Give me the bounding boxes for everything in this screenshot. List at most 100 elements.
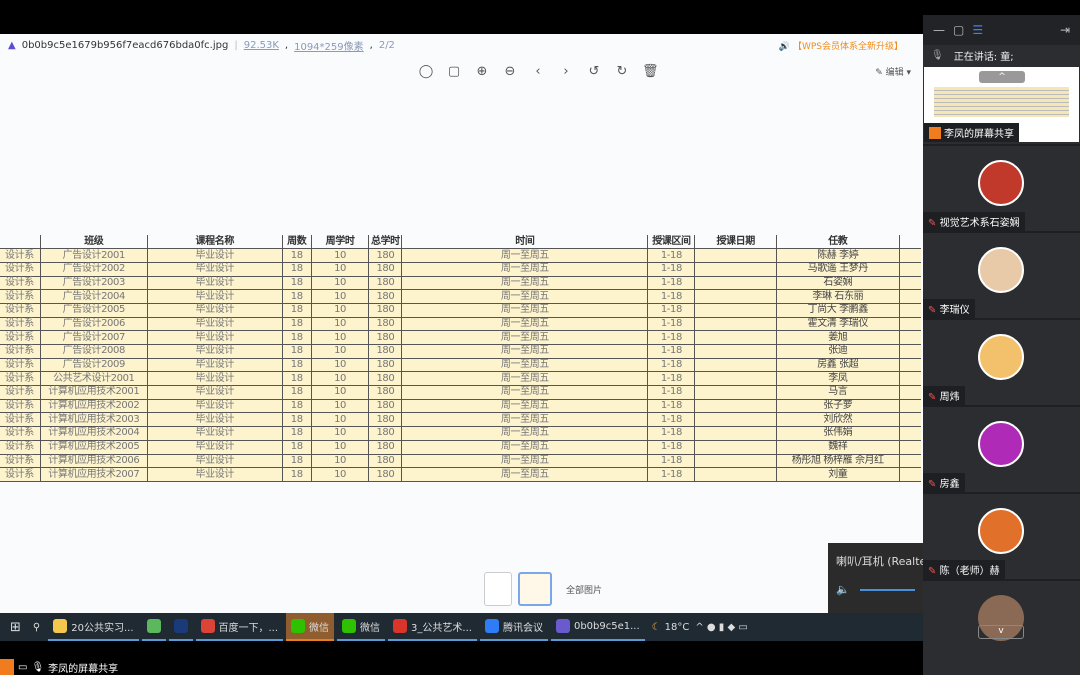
- participant-name-text: 李瑞仪: [939, 305, 970, 316]
- table-cell: 周一至周五: [401, 440, 648, 455]
- taskbar-item[interactable]: 3_公共艺术...: [388, 613, 477, 641]
- all-images-link[interactable]: 全部图片: [566, 585, 603, 596]
- table-cell: 设计系: [0, 426, 41, 441]
- table-cell: 马歌遥 王梦丹: [775, 262, 900, 277]
- table-cell: 10: [310, 440, 369, 455]
- chevron-up-icon[interactable]: ^: [979, 71, 1025, 83]
- mic-icon: 🎙: [31, 661, 45, 673]
- table-cell: 霍文清 李瑞仪: [775, 317, 900, 332]
- table-cell: 18: [281, 399, 312, 414]
- fit-screen-icon[interactable]: ▢: [447, 64, 461, 79]
- table-cell: [898, 330, 921, 345]
- table-cell: 张伟娟: [775, 426, 900, 441]
- collapse-panel-icon[interactable]: ⇥: [1059, 23, 1070, 37]
- volume-slider[interactable]: [859, 588, 915, 591]
- column-header: 课程名称: [146, 235, 283, 250]
- delete-icon[interactable]: 🗑: [642, 64, 659, 79]
- table-cell: 周一至周五: [401, 317, 648, 332]
- table-cell: [694, 440, 777, 455]
- table-cell: 丁尚大 李鹏鑫: [775, 303, 900, 318]
- speaker-icon[interactable]: 🔈: [836, 583, 850, 596]
- table-cell: 房鑫 张超: [775, 358, 900, 373]
- edit-button[interactable]: ✎ 编辑 ▾: [875, 68, 911, 78]
- taskbar-item[interactable]: 腾讯会议: [479, 613, 548, 641]
- user-icon: [0, 659, 14, 675]
- wps-promo-link[interactable]: 🔊 【WPS会员体系全新升级】: [778, 42, 903, 52]
- rotate-left-icon[interactable]: ↺: [588, 64, 600, 79]
- table-cell: [694, 276, 777, 291]
- column-header: 班级: [39, 235, 148, 250]
- table-cell: 10: [310, 289, 369, 304]
- thumbnail-2[interactable]: [518, 572, 552, 606]
- filename: 0b0b9c5e1679b956f7eacd676bda0fc.jpg: [21, 39, 229, 51]
- table-cell: 18: [281, 440, 312, 455]
- participant-tile[interactable]: ✎ 陈（老师）赫: [923, 492, 1080, 579]
- weather-temp: 18°C: [664, 621, 690, 633]
- table-cell: 1-18: [647, 371, 695, 387]
- taskbar-item[interactable]: 微信: [337, 613, 386, 641]
- file-size[interactable]: 92.53K: [243, 39, 279, 51]
- taskbar-item[interactable]: 微信: [286, 613, 335, 641]
- image-dimensions[interactable]: 1094*259像素: [294, 41, 364, 53]
- table-cell: 180: [368, 426, 402, 441]
- table-cell: 毕业设计: [146, 371, 283, 387]
- zoom-out-icon[interactable]: ⊖: [504, 64, 516, 79]
- table-cell: 10: [310, 467, 369, 482]
- mouse-icon[interactable]: ◯: [418, 64, 434, 79]
- avatar: [978, 595, 1024, 641]
- participant-tile[interactable]: ✎ 房鑫: [923, 405, 1080, 492]
- participant-tile[interactable]: ✎ 周炜: [923, 318, 1080, 405]
- table-cell: 周一至周五: [401, 248, 648, 263]
- mic-muted-icon: ✎: [928, 392, 937, 403]
- table-cell: [898, 412, 921, 428]
- taskbar-item[interactable]: 百度一下，...: [195, 613, 284, 641]
- schedule-table: 班级 课程名称 周数 周学时 总学时 时间 授课区间 授课日期 任教 设计系 广告设计2001 毕业…: [0, 235, 921, 482]
- table-cell: 设计系: [0, 344, 41, 359]
- table-cell: 计算机应用技术2005: [39, 440, 148, 455]
- table-row: 设计系 计算机应用技术2005 毕业设计 18 10 180 周一至周五 1-18 魏祥: [0, 440, 921, 455]
- table-cell: 180: [368, 412, 402, 428]
- thumbnail-1[interactable]: [484, 572, 512, 606]
- start-icon[interactable]: ⊞: [10, 619, 21, 635]
- taskbar-item[interactable]: 0b0b9c5e1...: [550, 613, 645, 641]
- participant-tile[interactable]: ✎ 李瑞仪: [923, 231, 1080, 318]
- search-icon[interactable]: ⚲: [32, 621, 41, 633]
- table-row: 设计系 广告设计2007 毕业设计 18 10 180 周一至周五 1-18 姜旭: [0, 330, 921, 345]
- table-cell: 毕业设计: [146, 426, 283, 441]
- table-cell: 马言: [775, 385, 900, 400]
- page-indicator: 2/2: [378, 39, 395, 51]
- column-header: [0, 235, 41, 250]
- table-cell: 毕业设计: [146, 358, 283, 373]
- table-cell: 刘童: [775, 467, 900, 482]
- minimize-icon[interactable]: —: [933, 23, 945, 37]
- table-cell: 毕业设计: [146, 330, 283, 345]
- next-icon[interactable]: ›: [563, 64, 569, 79]
- taskbar-item[interactable]: 20公共实习...: [48, 613, 139, 641]
- audio-device: 喇叭/耳机 (Realtek: [836, 555, 923, 568]
- screen-share-preview[interactable]: ^ 李凤的屏幕共享: [924, 67, 1079, 142]
- table-cell: 1-18: [647, 330, 695, 345]
- table-cell: 设计系: [0, 399, 41, 414]
- preview-share-text: 李凤的屏幕共享: [944, 129, 1014, 140]
- mic-muted-icon: ✎: [928, 566, 937, 577]
- taskbar-item[interactable]: [141, 613, 166, 641]
- table-cell: 李凤: [775, 371, 900, 387]
- taskbar-item[interactable]: [168, 613, 193, 641]
- chevron-down-icon[interactable]: v: [978, 625, 1024, 639]
- restore-icon[interactable]: ▢: [953, 23, 965, 37]
- table-cell: 180: [368, 303, 402, 318]
- edit-label: 编辑: [885, 68, 904, 78]
- viewer-titlebar: ▲ 0b0b9c5e1679b956f7eacd676bda0fc.jpg | …: [8, 39, 395, 53]
- list-layout-icon[interactable]: ☰: [972, 23, 984, 37]
- table-cell: 广告设计2007: [39, 330, 148, 345]
- previous-icon[interactable]: ‹: [535, 64, 541, 79]
- tray-icons[interactable]: ^ ● ▮ ◆ ▭: [695, 621, 748, 633]
- preview-share-label: 李凤的屏幕共享: [924, 123, 1019, 142]
- participant-tile[interactable]: ✎ 视觉艺术系石姿娴: [923, 144, 1080, 231]
- table-cell: [694, 467, 777, 482]
- rotate-right-icon[interactable]: ↻: [616, 64, 628, 79]
- zoom-in-icon[interactable]: ⊕: [476, 64, 488, 79]
- participant-tile[interactable]: v: [923, 579, 1080, 666]
- table-cell: 180: [368, 330, 402, 345]
- table-cell: 18: [281, 317, 312, 332]
